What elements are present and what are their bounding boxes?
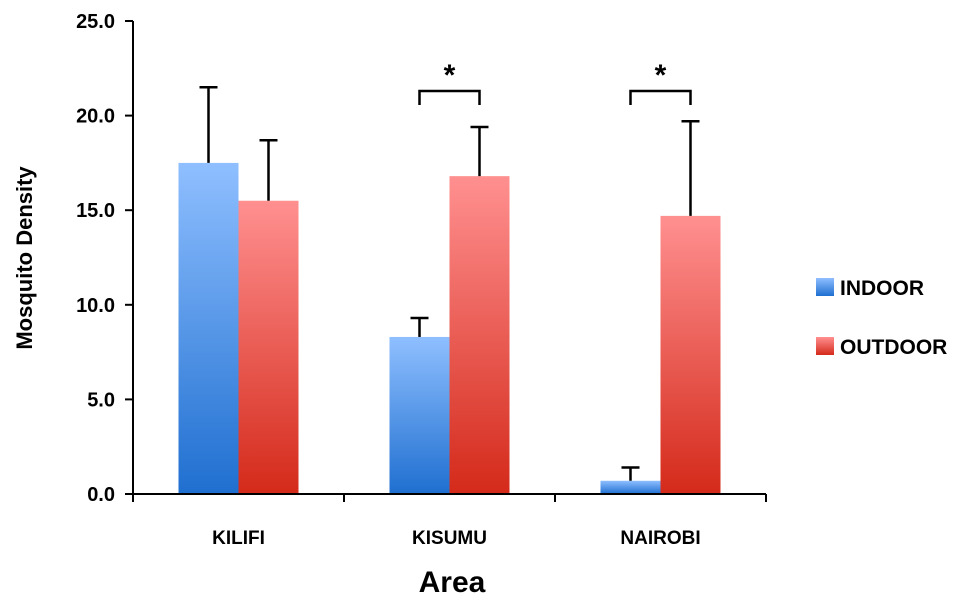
- significance-marker: *: [655, 59, 667, 92]
- legend: INDOOR OUTDOOR: [816, 277, 947, 359]
- bar-indoor-kisumu: [389, 336, 450, 494]
- bar-outdoor-nairobi: [660, 215, 721, 494]
- significance-bracket: [418, 89, 481, 106]
- legend-swatch-outdoor: [816, 337, 834, 355]
- y-tick-label: 20.0: [76, 106, 115, 128]
- bars-group: [178, 162, 721, 495]
- bar-outdoor-kilifi: [238, 200, 299, 495]
- x-axis-title: Area: [419, 566, 486, 596]
- x-category-label: KISUMU: [412, 528, 487, 549]
- x-category-label: NAIROBI: [620, 528, 700, 549]
- legend-label-indoor: INDOOR: [840, 277, 924, 300]
- legend-swatch-indoor: [816, 278, 834, 296]
- y-axis-ticks: 0.0 5.0 10.0 15.0 20.0 25.0: [76, 11, 133, 506]
- y-tick-label: 15.0: [76, 200, 115, 222]
- x-category-label: KILIFI: [212, 528, 265, 549]
- y-tick-label: 0.0: [87, 484, 115, 506]
- significance-bracket: [629, 89, 692, 106]
- y-tick-label: 25.0: [76, 11, 115, 33]
- significance-marker: *: [444, 59, 456, 92]
- y-axis-title: Mosquito Density: [12, 166, 37, 350]
- error-bars-group: [199, 85, 700, 481]
- bar-outdoor-kisumu: [449, 176, 510, 495]
- bar-indoor-kilifi: [178, 162, 239, 494]
- y-tick-label: 10.0: [76, 295, 115, 317]
- y-tick-label: 5.0: [87, 389, 115, 411]
- x-axis-category-labels: KILIFI KISUMU NAIROBI: [132, 494, 767, 549]
- significance-group: * *: [418, 59, 692, 106]
- bar-indoor-nairobi: [600, 480, 661, 494]
- legend-label-outdoor: OUTDOOR: [840, 336, 947, 359]
